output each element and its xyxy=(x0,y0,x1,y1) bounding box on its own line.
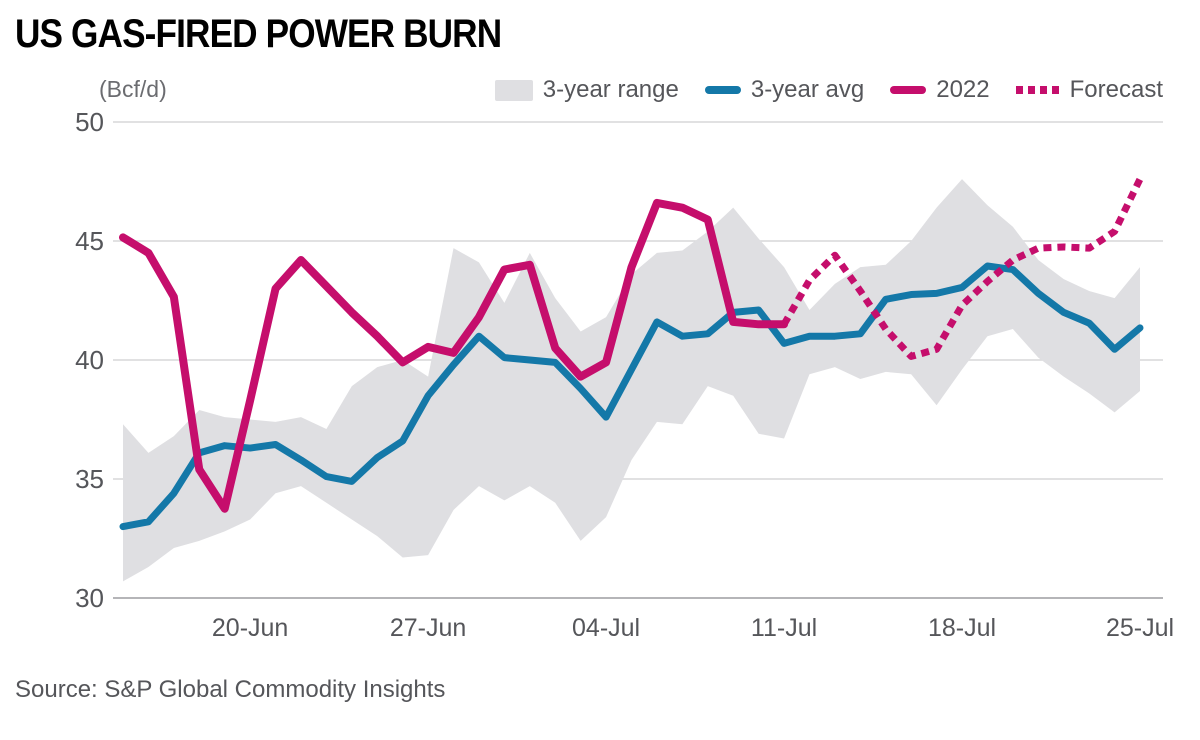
y-tick-label: 30 xyxy=(75,583,104,613)
range-band xyxy=(123,179,1140,582)
legend-item-2022: 2022 xyxy=(890,76,990,104)
chart-legend: 3-year range 3-year avg 2022 Forecast xyxy=(494,76,1163,104)
line-2022 xyxy=(119,198,789,513)
y-tick-label: 50 xyxy=(75,107,104,137)
x-tick-label: 04-Jul xyxy=(572,614,640,642)
legend-item-range: 3-year range xyxy=(494,76,679,104)
line-2022-swatch-icon xyxy=(890,86,927,94)
avg-line-swatch-icon xyxy=(704,86,741,94)
source-note: Source: S&P Global Commodity Insights xyxy=(15,676,446,703)
range-band-swatch-icon xyxy=(494,79,533,101)
y-tick-label: 45 xyxy=(75,226,104,256)
legend-item-forecast: Forecast xyxy=(1015,76,1163,104)
legend-label-2022: 2022 xyxy=(936,76,990,103)
y-tick-label: 40 xyxy=(75,345,104,375)
forecast-dotted-swatch-icon xyxy=(1015,86,1060,94)
y-tick-label: 35 xyxy=(75,464,104,494)
page-title: US GAS-FIRED POWER BURN xyxy=(15,12,502,56)
x-tick-label: 20-Jun xyxy=(212,614,288,642)
forecast-line xyxy=(781,177,1144,360)
legend-label-forecast: Forecast xyxy=(1069,76,1163,103)
x-tick-label: 27-Jun xyxy=(390,614,466,642)
x-tick-label: 18-Jul xyxy=(928,614,996,642)
avg-line xyxy=(119,262,1144,531)
x-tick-label: 25-Jul xyxy=(1106,614,1174,642)
x-tick-label: 11-Jul xyxy=(751,614,817,642)
legend-label-range: 3-year range xyxy=(542,76,679,103)
legend-item-avg: 3-year avg xyxy=(704,76,865,104)
legend-label-avg: 3-year avg xyxy=(750,76,865,103)
y-axis-unit-label: (Bcf/d) xyxy=(99,76,167,102)
